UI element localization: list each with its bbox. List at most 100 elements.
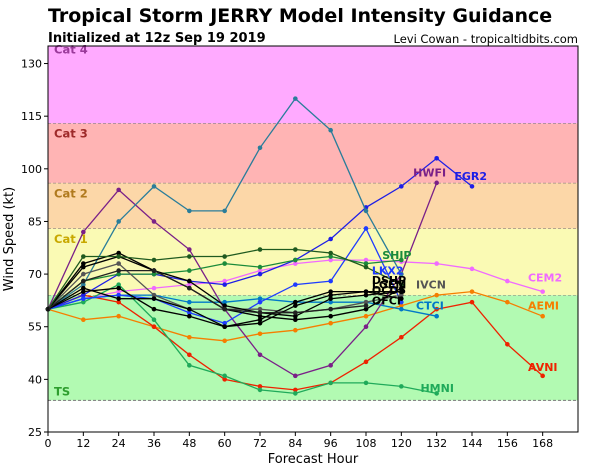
model-label-ocd5: OCD5	[372, 284, 406, 297]
band-cat-3	[48, 123, 578, 183]
data-point	[257, 387, 263, 393]
data-point	[328, 254, 333, 259]
data-point	[328, 127, 333, 133]
data-point	[399, 282, 404, 287]
data-point	[469, 299, 475, 305]
series-ofci	[45, 285, 404, 330]
data-point	[399, 303, 404, 308]
data-point	[222, 306, 227, 312]
data-point	[151, 271, 157, 277]
data-point	[151, 306, 157, 312]
data-point	[505, 299, 510, 305]
data-point	[293, 313, 298, 319]
data-point	[328, 236, 333, 242]
y-tick-label: 100	[21, 163, 42, 176]
data-point	[187, 334, 192, 340]
data-point	[399, 299, 404, 305]
data-point	[257, 271, 263, 277]
data-point	[363, 289, 369, 294]
data-point	[328, 278, 333, 284]
chart-title: Tropical Storm JERRY Model Intensity Gui…	[48, 5, 553, 27]
model-label-ofci: OFCI	[372, 294, 401, 307]
data-point	[222, 324, 227, 330]
x-axis-label: Forecast Hour	[268, 452, 359, 467]
series-line	[47, 283, 437, 395]
data-point	[187, 247, 192, 252]
data-point	[116, 313, 121, 319]
model-label-ctci: CTCI	[416, 300, 444, 313]
data-point	[434, 180, 439, 186]
data-point	[187, 306, 192, 312]
data-point	[328, 250, 333, 256]
data-point	[363, 303, 369, 308]
data-point	[81, 282, 86, 287]
data-point	[151, 184, 157, 189]
data-point	[434, 391, 439, 396]
x-tick-label: 72	[253, 437, 267, 450]
data-point	[293, 299, 298, 305]
band-label-cat-1: Cat 1	[54, 232, 88, 246]
data-point	[257, 320, 263, 326]
data-point	[116, 299, 121, 305]
data-point	[399, 289, 404, 294]
data-point	[81, 289, 86, 294]
model-label-ship: SHIP	[382, 249, 411, 262]
data-point	[399, 306, 404, 312]
x-tick-label: 12	[76, 437, 90, 450]
data-point	[363, 257, 369, 263]
data-point	[116, 271, 121, 277]
x-tick-label: 60	[218, 437, 232, 450]
data-point	[151, 268, 157, 273]
x-tick-label: 24	[112, 437, 126, 450]
x-tick-label: 0	[45, 437, 52, 450]
data-point	[116, 254, 121, 259]
data-point	[257, 299, 263, 305]
data-point	[116, 268, 121, 273]
data-point	[434, 261, 439, 266]
data-point	[222, 261, 227, 266]
data-point	[363, 299, 369, 305]
data-point	[293, 373, 298, 379]
data-point	[116, 261, 121, 266]
series-line	[47, 182, 438, 377]
data-point	[257, 145, 263, 151]
data-point	[81, 261, 86, 266]
data-point	[257, 331, 263, 337]
data-point	[222, 299, 227, 305]
data-point	[328, 313, 333, 319]
x-tick-label: 96	[324, 437, 338, 450]
data-point	[328, 296, 333, 301]
data-point	[328, 363, 333, 368]
band-cat-2	[48, 182, 578, 229]
data-point	[363, 306, 369, 312]
data-point	[257, 247, 263, 252]
series-line	[47, 269, 367, 314]
data-point	[363, 208, 369, 214]
data-point	[469, 266, 475, 272]
data-point	[399, 334, 404, 340]
data-point	[222, 377, 227, 382]
model-series	[45, 96, 545, 396]
band-label-cat-3: Cat 3	[54, 127, 88, 141]
data-point	[81, 229, 86, 235]
data-point	[257, 306, 263, 312]
data-point	[328, 289, 333, 294]
model-label-lkx2: LKX2	[372, 265, 404, 278]
data-point	[222, 278, 227, 284]
data-point	[257, 313, 263, 319]
data-point	[399, 184, 404, 189]
data-point	[434, 292, 439, 298]
data-point	[116, 292, 121, 298]
data-point	[151, 324, 157, 330]
data-point	[328, 306, 333, 312]
x-tick-label: 84	[288, 437, 302, 450]
x-tick-label: 36	[147, 437, 161, 450]
data-point	[505, 341, 510, 347]
data-point	[469, 289, 475, 294]
data-point	[540, 373, 545, 379]
y-axis: 25 40 55 70 85 100 115 130	[21, 58, 48, 439]
model-labels: CEM2 AEMI AVNI HMNI CTCI IVCN HWFI EGR2 SHIP LKX2…	[372, 166, 562, 395]
data-point	[328, 299, 333, 305]
model-label-cem2: CEM2	[528, 272, 562, 285]
